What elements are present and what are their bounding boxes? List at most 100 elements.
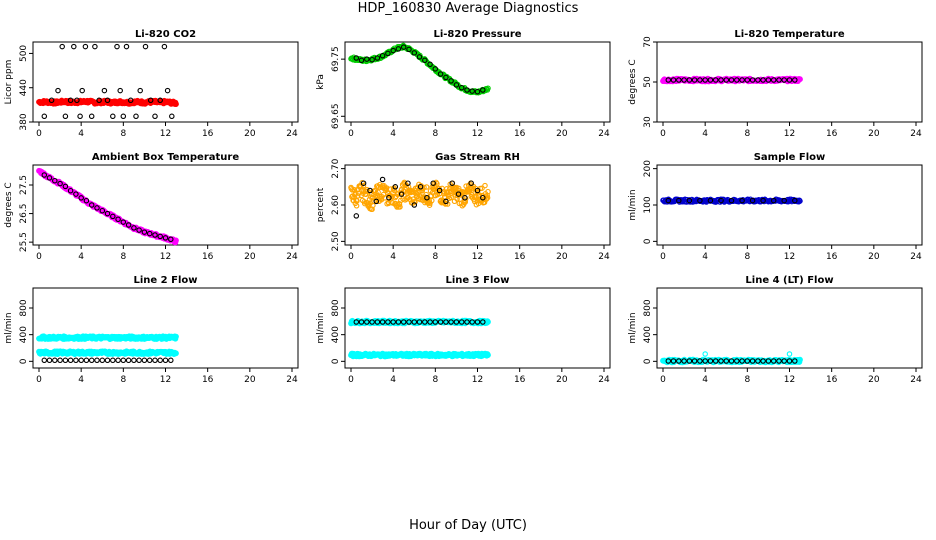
data-point <box>152 232 158 238</box>
data-point <box>456 185 462 192</box>
data-point <box>485 318 491 325</box>
data-point <box>482 182 488 189</box>
data-point <box>136 357 142 364</box>
data-point <box>391 185 397 191</box>
data-point <box>173 333 179 340</box>
y-axis-label: kPa <box>316 74 326 90</box>
series-line-3-average <box>353 319 486 325</box>
data-point <box>88 113 95 120</box>
data-point <box>96 97 102 104</box>
data-point <box>697 197 703 204</box>
data-point <box>739 358 745 364</box>
y-tick-label: 69.75 <box>331 46 341 72</box>
data-point <box>776 358 782 364</box>
data-point <box>765 358 772 364</box>
data-point <box>485 188 491 195</box>
data-point <box>792 197 798 204</box>
data-point <box>152 113 158 120</box>
x-tick-label: 20 <box>244 375 256 385</box>
data-point <box>670 77 677 83</box>
x-tick-label: 24 <box>286 252 298 262</box>
data-point <box>728 197 735 204</box>
x-tick-label: 16 <box>826 252 838 262</box>
data-point <box>702 358 708 364</box>
data-point <box>395 319 402 325</box>
data-point <box>718 197 724 204</box>
data-point <box>728 358 735 364</box>
y-axis-label: ml/min <box>628 189 638 220</box>
series-sample-flow-average <box>665 197 798 204</box>
panel-3: Li-820 Temperature degrees C 0 4 8 12 16 20 24 30… <box>628 29 923 139</box>
data-point <box>74 97 80 104</box>
data-point <box>468 180 474 186</box>
data-point <box>374 319 381 325</box>
series-box-temp-average <box>41 172 174 243</box>
panel-4: Ambient Box Temperature degrees C 0 4 8 12 16 2… <box>4 152 299 262</box>
x-tick-label: 4 <box>78 252 84 262</box>
data-point <box>120 113 127 120</box>
data-point <box>146 230 153 237</box>
y-tick-label: 2.60 <box>331 195 341 215</box>
x-tick-label: 12 <box>472 375 483 385</box>
data-point <box>448 194 454 201</box>
data-point <box>723 358 730 364</box>
figure-x-axis-label: Hour of Day (UTC) <box>409 518 527 533</box>
x-tick-label: 4 <box>390 252 396 262</box>
data-point <box>375 189 381 195</box>
x-tick-label: 20 <box>868 252 880 262</box>
y-axis-label: ml/min <box>316 312 326 343</box>
data-point <box>458 84 465 91</box>
data-point <box>101 87 108 94</box>
data-point <box>397 204 403 210</box>
panel-8: Line 3 Flow ml/min 0 4 8 12 16 20 24 0 400 800 <box>316 275 611 385</box>
x-tick-label: 20 <box>244 252 256 262</box>
data-point <box>169 113 175 120</box>
data-point <box>702 77 708 83</box>
data-point <box>712 77 719 83</box>
data-point <box>462 194 468 201</box>
data-point <box>41 113 48 120</box>
x-tick-label: 8 <box>432 375 438 385</box>
data-point <box>797 76 803 83</box>
y-axis-label: degrees C <box>4 182 14 227</box>
data-point <box>734 358 740 364</box>
series-pressure-raw <box>348 42 491 96</box>
data-point <box>464 87 470 93</box>
data-point <box>41 172 48 178</box>
plot-frame <box>656 164 923 246</box>
data-point <box>120 219 127 225</box>
data-point <box>686 197 693 204</box>
data-point <box>728 77 735 83</box>
x-tick-label: 24 <box>598 252 610 262</box>
x-tick-label: 8 <box>744 375 750 385</box>
x-tick-label: 16 <box>202 252 214 262</box>
data-point <box>94 205 100 211</box>
x-tick-label: 16 <box>514 129 526 139</box>
data-point <box>46 357 53 364</box>
data-point <box>781 197 787 204</box>
data-point <box>712 358 719 364</box>
x-tick-label: 0 <box>660 129 666 139</box>
data-point <box>427 61 433 68</box>
data-point <box>781 77 787 83</box>
data-point <box>443 198 449 205</box>
y-axis-label: percent <box>316 187 326 222</box>
data-point <box>353 213 360 219</box>
series-temperature-average <box>665 77 798 83</box>
y-tick-label: 800 <box>331 299 341 316</box>
data-point <box>734 77 740 83</box>
x-tick-label: 8 <box>120 129 126 139</box>
figure-title: HDP_160830 Average Diagnostics <box>357 1 579 16</box>
data-point <box>443 74 449 81</box>
data-point <box>78 357 84 364</box>
x-tick-label: 12 <box>784 375 795 385</box>
data-point <box>46 175 53 181</box>
data-point <box>760 358 766 364</box>
data-point <box>429 197 435 204</box>
series-line-3-lower <box>348 350 491 360</box>
data-point <box>83 197 90 204</box>
data-point <box>400 44 407 50</box>
data-point <box>697 77 703 83</box>
data-point <box>416 54 423 60</box>
